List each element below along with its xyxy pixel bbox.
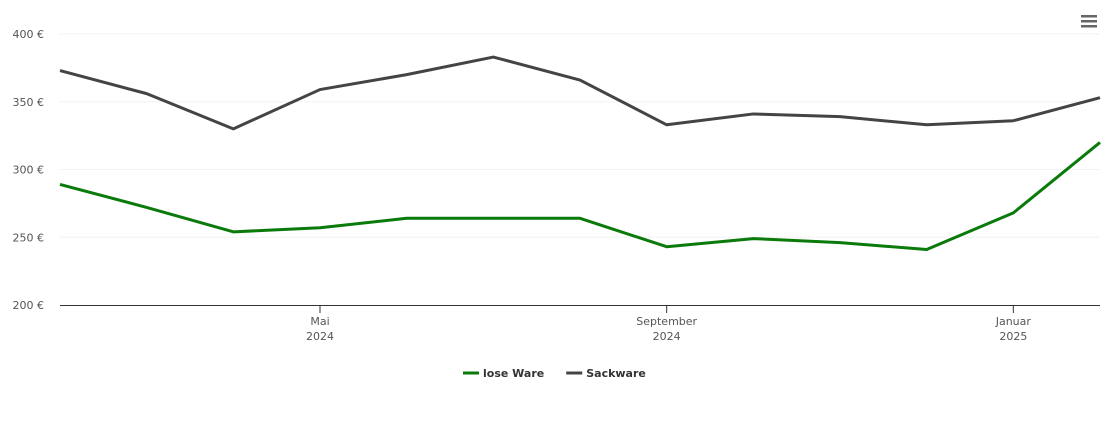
legend-label: lose Ware <box>483 367 544 380</box>
series-line <box>59 141 1101 251</box>
y-tick-label: 200 € <box>13 299 45 312</box>
series-line <box>59 55 1101 131</box>
x-tick-label: 2025 <box>999 330 1027 343</box>
x-tick-label: 2024 <box>306 330 334 343</box>
y-tick-label: 350 € <box>13 96 45 109</box>
y-tick-label: 400 € <box>13 28 45 41</box>
legend-item[interactable]: Sackware <box>566 367 646 380</box>
x-tick-label: September <box>636 315 697 328</box>
x-tick-label: Januar <box>995 315 1032 328</box>
x-tick-label: Mai <box>310 315 329 328</box>
legend-item[interactable]: lose Ware <box>463 367 544 380</box>
legend-label: Sackware <box>586 367 646 380</box>
y-tick-label: 300 € <box>13 164 45 177</box>
x-tick-label: 2024 <box>653 330 681 343</box>
menu-icon[interactable] <box>1081 15 1097 28</box>
y-tick-label: 250 € <box>13 231 45 244</box>
